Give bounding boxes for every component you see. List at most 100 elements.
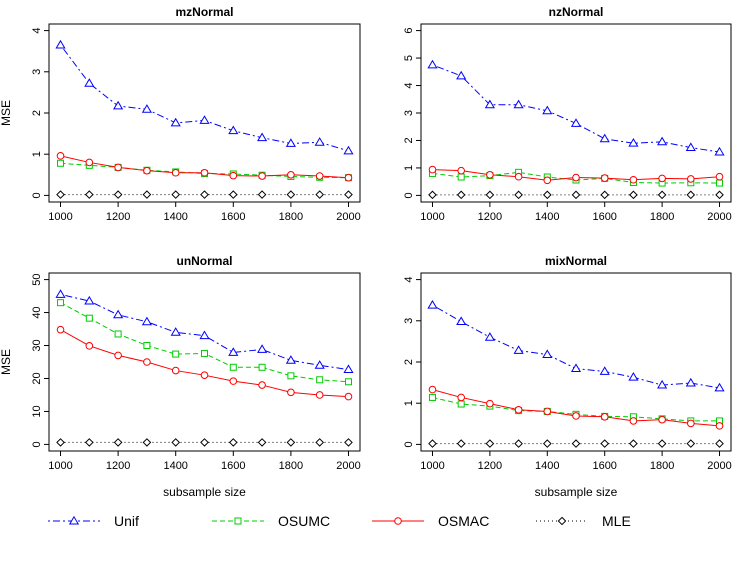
data-point — [229, 363, 237, 371]
data-point — [142, 190, 152, 199]
data-point — [687, 419, 695, 428]
data-point — [427, 299, 438, 309]
data-point — [286, 190, 296, 199]
data-point — [113, 100, 124, 110]
y-tick-label: 1 — [31, 151, 43, 157]
data-point — [571, 190, 581, 200]
data-point — [600, 413, 609, 421]
data-point — [315, 391, 324, 399]
x-tick-label: 2000 — [336, 460, 360, 472]
data-point — [428, 439, 437, 448]
data-point — [229, 171, 238, 180]
chart-title: mzNormal — [175, 5, 233, 19]
y-tick-label: 3 — [403, 110, 415, 116]
legend-item-osmac: OSMAC — [372, 513, 489, 529]
x-tick-label: 1800 — [279, 211, 303, 223]
data-point — [171, 366, 180, 375]
data-point — [572, 412, 580, 420]
data-point — [57, 159, 65, 167]
data-point — [484, 99, 495, 109]
data-point — [715, 422, 724, 430]
y-tick-label: 2 — [403, 137, 415, 143]
x-tick-label: 1600 — [221, 211, 245, 223]
panel-mixnormal: mixNormal 1000 1200 1400 1600 1800 2000 0 1 2 3 4 su… — [403, 254, 732, 499]
data-point — [514, 405, 523, 414]
y-tick-label: 3 — [31, 69, 43, 75]
data-point — [543, 407, 552, 416]
y-tick-label: 6 — [403, 28, 415, 34]
plot-frame — [420, 272, 732, 452]
x-tick-label: 1400 — [535, 460, 559, 472]
data-point — [629, 439, 638, 448]
data-point — [113, 190, 123, 199]
data-point — [343, 364, 354, 374]
data-point — [486, 171, 494, 179]
series-mle — [428, 190, 724, 200]
data-point — [84, 295, 95, 305]
data-point — [171, 438, 181, 447]
x-tick-label: 1400 — [163, 211, 187, 223]
data-point — [57, 299, 65, 307]
data-point — [628, 138, 639, 147]
diamond-icon — [557, 516, 567, 526]
y-tick-label: 40 — [31, 306, 43, 318]
data-point — [285, 138, 296, 147]
data-point — [629, 175, 638, 184]
data-point — [287, 388, 295, 397]
data-point — [56, 438, 65, 447]
data-point — [542, 349, 553, 359]
series-mle — [56, 438, 353, 447]
series-mle — [428, 439, 724, 448]
y-axis-label: MSE — [0, 100, 13, 126]
legend-label: OSUMC — [278, 513, 330, 529]
data-point — [344, 378, 352, 386]
circle-icon — [394, 517, 402, 525]
data-point — [427, 59, 438, 69]
data-point — [258, 381, 266, 389]
legend-label: Unif — [114, 513, 139, 529]
legend-label: MLE — [602, 513, 631, 529]
x-tick-label: 1000 — [420, 211, 444, 223]
data-point — [599, 366, 610, 375]
y-tick-label: 1 — [403, 165, 415, 171]
data-point — [257, 132, 268, 142]
data-point — [228, 347, 239, 356]
y-tick-label: 0 — [403, 192, 415, 198]
data-point — [686, 190, 696, 200]
data-point — [85, 438, 94, 447]
data-point — [85, 342, 94, 350]
y-tick-label: 30 — [31, 339, 43, 351]
data-point — [55, 289, 66, 298]
data-point — [715, 190, 724, 200]
data-point — [316, 376, 324, 384]
legend: Unif OSUMC OSMAC MLE — [48, 513, 631, 529]
data-point — [456, 439, 466, 448]
data-point — [170, 327, 181, 336]
data-point — [56, 152, 65, 160]
data-point — [657, 190, 667, 200]
data-point — [716, 179, 724, 187]
legend-item-unif: Unif — [48, 513, 139, 529]
y-tick-label: 1 — [403, 400, 415, 406]
data-point — [56, 325, 65, 334]
x-tick-label: 1200 — [478, 211, 502, 223]
x-tick-label: 1600 — [592, 211, 616, 223]
data-point — [199, 115, 210, 124]
plot-frame — [48, 272, 361, 452]
data-point — [171, 190, 181, 199]
triangle-icon — [68, 515, 80, 525]
data-point — [200, 438, 209, 447]
x-tick-label: 1200 — [106, 211, 130, 223]
data-point — [114, 351, 122, 360]
legend-label: OSMAC — [438, 513, 489, 529]
x-tick-label: 1200 — [478, 460, 502, 472]
data-point — [657, 379, 668, 389]
data-point — [285, 355, 296, 364]
y-tick-label: 0 — [31, 441, 43, 447]
data-point — [428, 190, 437, 200]
series-unif — [55, 289, 354, 374]
data-point — [572, 173, 580, 182]
data-point — [485, 439, 495, 448]
x-tick-label: 1200 — [106, 460, 130, 472]
data-point — [228, 438, 238, 447]
